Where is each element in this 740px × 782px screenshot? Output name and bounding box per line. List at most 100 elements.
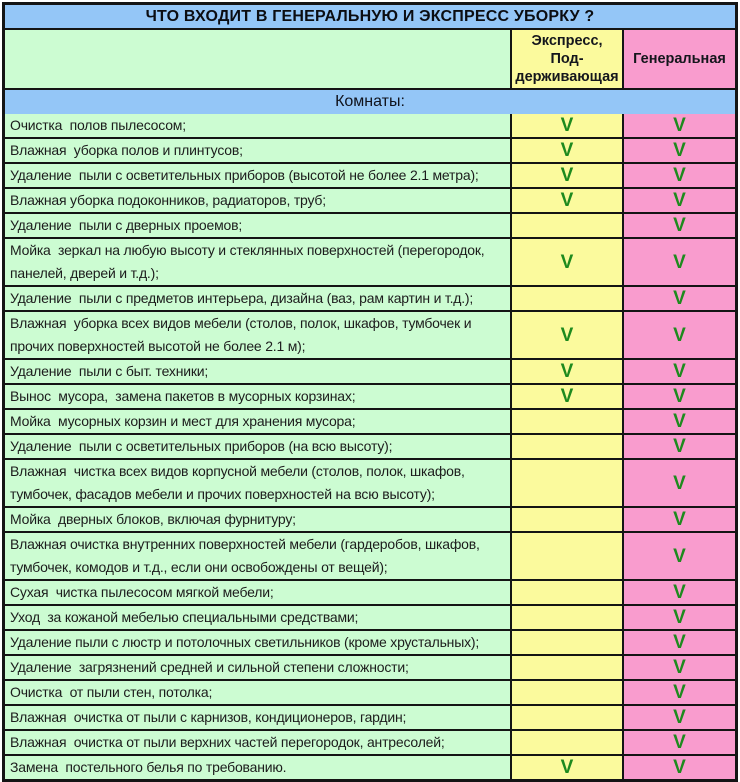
express-check-cell	[510, 287, 622, 310]
general-check-cell: V	[622, 706, 735, 729]
table-row: Влажная очистка от пыли верхних частей п…	[5, 729, 735, 754]
express-check-cell: V	[510, 114, 622, 137]
column-header-general: Генеральная	[622, 30, 735, 88]
table-row: Удаление пыли с быт. техники; V V	[5, 358, 735, 383]
express-check-cell: V	[510, 239, 622, 285]
task-label: Влажная чистка всех видов корпусной мебе…	[5, 460, 510, 506]
express-check-cell	[510, 533, 622, 579]
task-label: Удаление загрязнений средней и сильной с…	[5, 656, 510, 679]
general-check-cell: V	[622, 731, 735, 754]
general-check-cell: V	[622, 508, 735, 531]
table-row: Очистка от пыли стен, потолка; V	[5, 679, 735, 704]
general-check-cell: V	[622, 385, 735, 408]
table-row: Сухая чистка пылесосом мягкой мебели; V	[5, 579, 735, 604]
task-label: Мойка мусорных корзин и мест для хранени…	[5, 410, 510, 433]
task-label: Мойка дверных блоков, включая фурнитуру;	[5, 508, 510, 531]
column-header-express: Экспресс, Под- держивающая	[510, 30, 622, 88]
express-check-cell	[510, 435, 622, 458]
task-label: Влажная очистка внутренних поверхностей …	[5, 533, 510, 579]
table-row: Замена постельного белья по требованию. …	[5, 754, 735, 779]
table-row: Влажная уборка подоконников, радиаторов,…	[5, 187, 735, 212]
express-check-cell	[510, 581, 622, 604]
task-label: Очистка полов пылесосом;	[5, 114, 510, 137]
task-label: Мойка зеркал на любую высоту и стеклянны…	[5, 239, 510, 285]
task-label: Замена постельного белья по требованию.	[5, 756, 510, 779]
general-check-cell: V	[622, 410, 735, 433]
table-row: Мойка мусорных корзин и мест для хранени…	[5, 408, 735, 433]
express-check-cell: V	[510, 312, 622, 358]
table-row: Удаление пыли с дверных проемов; V	[5, 212, 735, 237]
express-check-cell: V	[510, 139, 622, 162]
general-check-cell: V	[622, 189, 735, 212]
task-label: Влажная очистка от пыли с карнизов, конд…	[5, 706, 510, 729]
express-check-cell	[510, 706, 622, 729]
table-row: Удаление пыли с осветительных приборов (…	[5, 433, 735, 458]
task-label: Вынос мусора, замена пакетов в мусорных …	[5, 385, 510, 408]
header-blank-cell	[5, 30, 510, 88]
general-check-cell: V	[622, 460, 735, 506]
task-label: Сухая чистка пылесосом мягкой мебели;	[5, 581, 510, 604]
table-row: Удаление пыли с люстр и потолочных свети…	[5, 629, 735, 654]
table-row: Мойка зеркал на любую высоту и стеклянны…	[5, 237, 735, 285]
task-label: Очистка от пыли стен, потолка;	[5, 681, 510, 704]
section-header-rooms: Комнаты:	[5, 88, 735, 114]
express-check-cell	[510, 214, 622, 237]
general-check-cell: V	[622, 239, 735, 285]
table-row: Очистка полов пылесосом; V V	[5, 114, 735, 137]
general-check-cell: V	[622, 533, 735, 579]
express-check-cell	[510, 631, 622, 654]
general-check-cell: V	[622, 114, 735, 137]
general-check-cell: V	[622, 139, 735, 162]
table-row: Влажная уборка полов и плинтусов; V V	[5, 137, 735, 162]
task-label: Влажная уборка всех видов мебели (столов…	[5, 312, 510, 358]
table-row: Уход за кожаной мебелью специальными сре…	[5, 604, 735, 629]
express-check-cell	[510, 731, 622, 754]
general-check-cell: V	[622, 631, 735, 654]
general-check-cell: V	[622, 312, 735, 358]
express-check-cell	[510, 606, 622, 629]
task-label: Удаление пыли с осветительных приборов (…	[5, 164, 510, 187]
table-title: ЧТО ВХОДИТ В ГЕНЕРАЛЬНУЮ И ЭКСПРЕСС УБОР…	[5, 5, 735, 28]
table-row: Вынос мусора, замена пакетов в мусорных …	[5, 383, 735, 408]
task-label: Удаление пыли с дверных проемов;	[5, 214, 510, 237]
general-check-cell: V	[622, 681, 735, 704]
express-check-cell: V	[510, 189, 622, 212]
general-check-cell: V	[622, 287, 735, 310]
express-check-cell: V	[510, 360, 622, 383]
express-check-cell: V	[510, 756, 622, 779]
task-label: Уход за кожаной мебелью специальными сре…	[5, 606, 510, 629]
general-check-cell: V	[622, 756, 735, 779]
task-label: Удаление пыли с осветительных приборов (…	[5, 435, 510, 458]
table-row: Удаление пыли с осветительных приборов (…	[5, 162, 735, 187]
general-check-cell: V	[622, 606, 735, 629]
general-check-cell: V	[622, 656, 735, 679]
task-label: Удаление пыли с предметов интерьера, диз…	[5, 287, 510, 310]
task-label: Удаление пыли с быт. техники;	[5, 360, 510, 383]
table-row: Влажная уборка всех видов мебели (столов…	[5, 310, 735, 358]
general-check-cell: V	[622, 164, 735, 187]
general-check-cell: V	[622, 581, 735, 604]
task-label: Влажная уборка полов и плинтусов;	[5, 139, 510, 162]
express-check-cell	[510, 508, 622, 531]
express-check-cell	[510, 460, 622, 506]
express-check-cell: V	[510, 164, 622, 187]
express-check-cell	[510, 656, 622, 679]
general-check-cell: V	[622, 435, 735, 458]
table-row: Влажная очистка внутренних поверхностей …	[5, 531, 735, 579]
table-row: Влажная очистка от пыли с карнизов, конд…	[5, 704, 735, 729]
task-label: Влажная очистка от пыли верхних частей п…	[5, 731, 510, 754]
task-label: Влажная уборка подоконников, радиаторов,…	[5, 189, 510, 212]
express-check-cell	[510, 410, 622, 433]
table-row: Удаление пыли с предметов интерьера, диз…	[5, 285, 735, 310]
task-label: Удаление пыли с люстр и потолочных свети…	[5, 631, 510, 654]
express-check-cell	[510, 681, 622, 704]
column-header-row: Экспресс, Под- держивающая Генеральная	[5, 28, 735, 88]
express-check-cell: V	[510, 385, 622, 408]
general-check-cell: V	[622, 360, 735, 383]
general-check-cell: V	[622, 214, 735, 237]
table-row: Мойка дверных блоков, включая фурнитуру;…	[5, 506, 735, 531]
table-row: Удаление загрязнений средней и сильной с…	[5, 654, 735, 679]
table-row: Влажная чистка всех видов корпусной мебе…	[5, 458, 735, 506]
